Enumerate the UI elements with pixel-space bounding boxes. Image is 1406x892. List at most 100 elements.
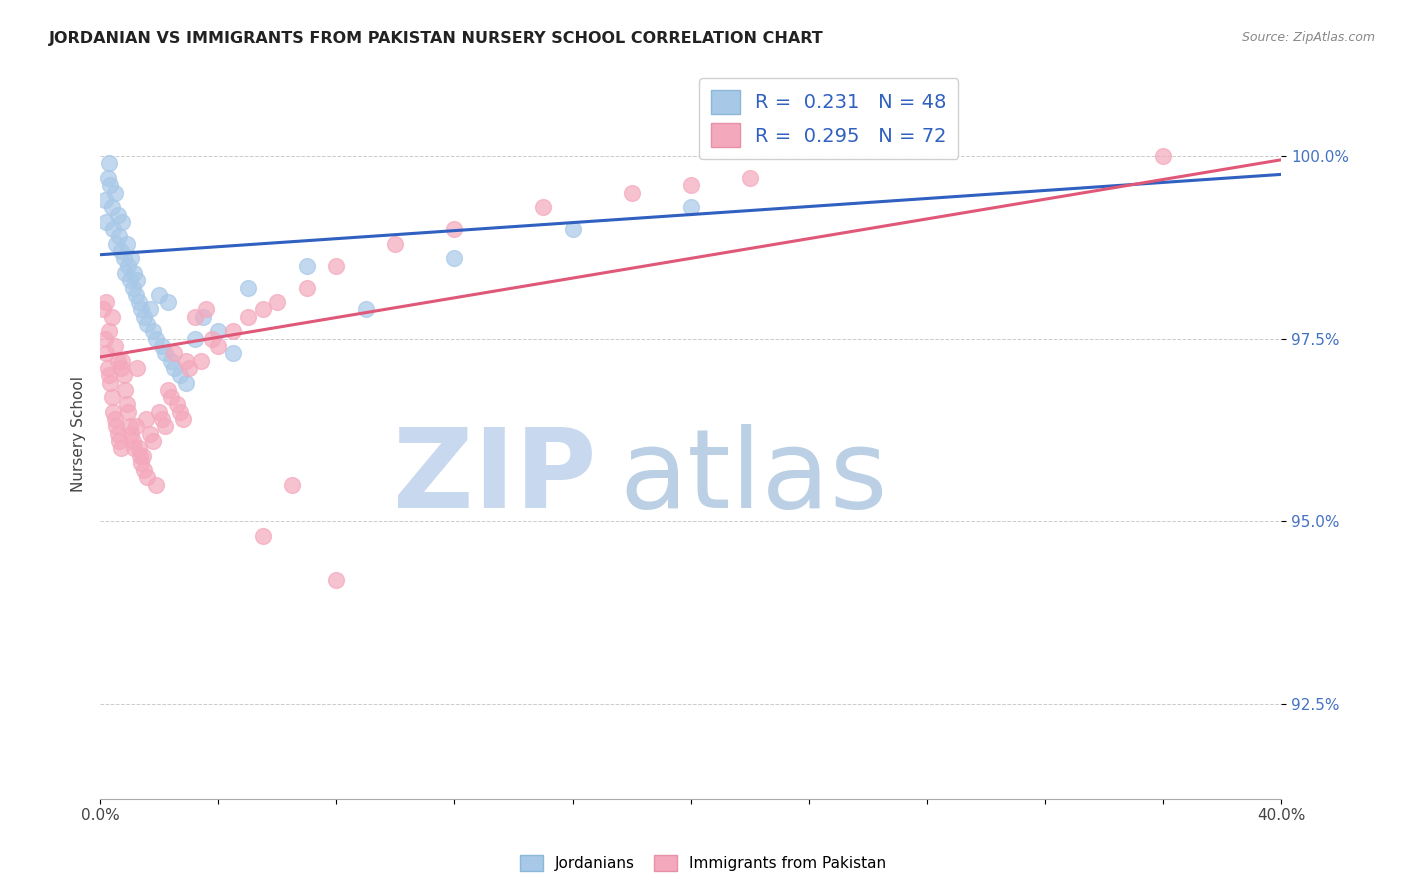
Point <box>136 470 159 484</box>
Point <box>120 426 142 441</box>
Point <box>157 383 180 397</box>
Point <box>105 419 128 434</box>
Point <box>139 426 162 441</box>
Point <box>160 390 183 404</box>
Point <box>110 442 132 456</box>
Point <box>166 397 188 411</box>
Legend: Jordanians, Immigrants from Pakistan: Jordanians, Immigrants from Pakistan <box>515 849 891 877</box>
Point <box>94 215 117 229</box>
Point <box>252 529 274 543</box>
Point <box>207 325 229 339</box>
Point <box>93 332 115 346</box>
Point <box>148 405 170 419</box>
Point <box>142 434 165 448</box>
Point <box>125 360 148 375</box>
Point <box>160 353 183 368</box>
Point <box>110 244 132 258</box>
Point <box>193 310 215 324</box>
Point <box>163 346 186 360</box>
Point <box>131 302 153 317</box>
Point <box>122 266 145 280</box>
Point <box>266 295 288 310</box>
Point <box>222 346 245 360</box>
Point <box>135 412 157 426</box>
Point <box>104 186 127 200</box>
Point <box>132 449 155 463</box>
Point <box>1152 149 1174 163</box>
Point <box>111 215 134 229</box>
Point <box>125 273 148 287</box>
Point <box>96 360 118 375</box>
Point <box>108 434 131 448</box>
Point <box>281 477 304 491</box>
Point <box>153 419 176 434</box>
Point <box>122 442 145 456</box>
Point <box>101 200 124 214</box>
Point <box>236 310 259 324</box>
Point <box>101 310 124 324</box>
Point <box>354 302 377 317</box>
Point <box>129 449 152 463</box>
Text: JORDANIAN VS IMMIGRANTS FROM PAKISTAN NURSERY SCHOOL CORRELATION CHART: JORDANIAN VS IMMIGRANTS FROM PAKISTAN NU… <box>49 31 824 46</box>
Point <box>108 229 131 244</box>
Point <box>222 325 245 339</box>
Point <box>118 419 141 434</box>
Point <box>153 346 176 360</box>
Point <box>148 288 170 302</box>
Point <box>169 405 191 419</box>
Point <box>121 434 143 448</box>
Point <box>100 376 122 390</box>
Point <box>128 295 150 310</box>
Point <box>103 222 125 236</box>
Point <box>103 405 125 419</box>
Point <box>738 171 761 186</box>
Point <box>142 325 165 339</box>
Point <box>443 252 465 266</box>
Point <box>93 193 115 207</box>
Point <box>115 397 138 411</box>
Point <box>174 353 197 368</box>
Point <box>169 368 191 383</box>
Point <box>112 252 135 266</box>
Point <box>121 280 143 294</box>
Point <box>112 368 135 383</box>
Point <box>150 412 173 426</box>
Point <box>325 259 347 273</box>
Point <box>91 302 114 317</box>
Text: atlas: atlas <box>620 424 889 531</box>
Point <box>110 360 132 375</box>
Point <box>172 412 194 426</box>
Point <box>134 310 156 324</box>
Point <box>252 302 274 317</box>
Point <box>117 405 139 419</box>
Point <box>157 295 180 310</box>
Point <box>107 208 129 222</box>
Point <box>531 200 554 214</box>
Point <box>679 178 702 193</box>
Text: Source: ZipAtlas.com: Source: ZipAtlas.com <box>1241 31 1375 45</box>
Point <box>120 252 142 266</box>
Point <box>183 310 205 324</box>
Point <box>195 302 218 317</box>
Point <box>325 573 347 587</box>
Point <box>107 426 129 441</box>
Point <box>105 236 128 251</box>
Point <box>104 339 127 353</box>
Point <box>115 236 138 251</box>
Point <box>145 332 167 346</box>
Point <box>620 186 643 200</box>
Point <box>177 360 200 375</box>
Legend: R =  0.231   N = 48, R =  0.295   N = 72: R = 0.231 N = 48, R = 0.295 N = 72 <box>699 78 959 159</box>
Point <box>98 325 121 339</box>
Point <box>94 295 117 310</box>
Point <box>295 259 318 273</box>
Point <box>174 376 197 390</box>
Point <box>114 266 136 280</box>
Point <box>114 383 136 397</box>
Point <box>145 477 167 491</box>
Point <box>295 280 318 294</box>
Point <box>101 390 124 404</box>
Point <box>561 222 583 236</box>
Point <box>124 288 146 302</box>
Point <box>96 171 118 186</box>
